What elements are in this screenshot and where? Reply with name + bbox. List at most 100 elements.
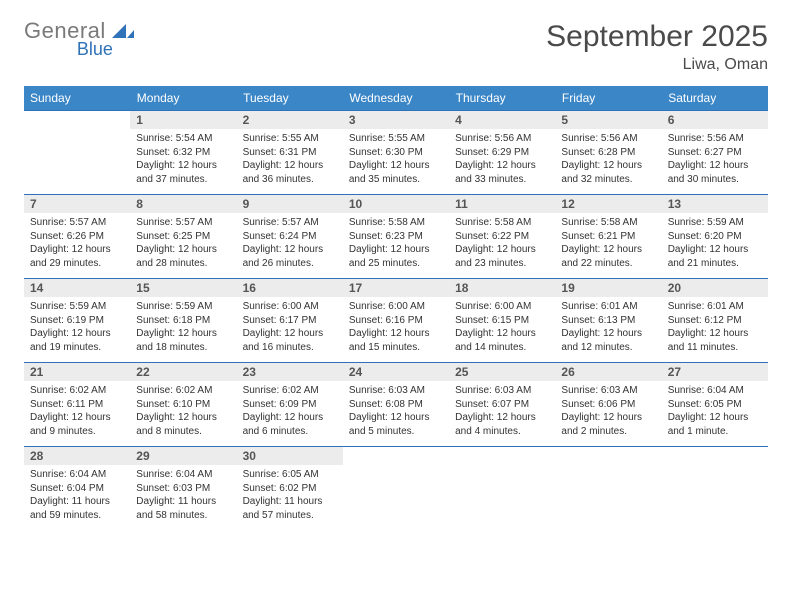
- calendar-day-cell: 29Sunrise: 6:04 AMSunset: 6:03 PMDayligh…: [130, 447, 236, 531]
- sunrise-line: Sunrise: 6:02 AM: [30, 384, 124, 398]
- sunset-line: Sunset: 6:28 PM: [561, 146, 655, 160]
- daylight-line: Daylight: 12 hours and 23 minutes.: [455, 243, 549, 270]
- day-number: 27: [662, 363, 768, 381]
- sunrise-line: Sunrise: 5:54 AM: [136, 132, 230, 146]
- sunrise-line: Sunrise: 6:03 AM: [561, 384, 655, 398]
- sunrise-line: Sunrise: 5:55 AM: [243, 132, 337, 146]
- daylight-line: Daylight: 11 hours and 57 minutes.: [243, 495, 337, 522]
- calendar-day-cell: 1Sunrise: 5:54 AMSunset: 6:32 PMDaylight…: [130, 111, 236, 195]
- sunset-line: Sunset: 6:19 PM: [30, 314, 124, 328]
- day-details: Sunrise: 6:04 AMSunset: 6:04 PMDaylight:…: [24, 465, 130, 530]
- sunrise-line: Sunrise: 6:01 AM: [561, 300, 655, 314]
- day-details: Sunrise: 5:55 AMSunset: 6:31 PMDaylight:…: [237, 129, 343, 194]
- day-number: 29: [130, 447, 236, 465]
- daylight-line: Daylight: 12 hours and 36 minutes.: [243, 159, 337, 186]
- calendar-body: 0 1Sunrise: 5:54 AMSunset: 6:32 PMDaylig…: [24, 111, 768, 531]
- weekday-header: Sunday: [24, 86, 130, 111]
- calendar-day-cell: 26Sunrise: 6:03 AMSunset: 6:06 PMDayligh…: [555, 363, 661, 447]
- sunset-line: Sunset: 6:12 PM: [668, 314, 762, 328]
- day-number: 16: [237, 279, 343, 297]
- day-details: Sunrise: 5:59 AMSunset: 6:20 PMDaylight:…: [662, 213, 768, 278]
- day-details: Sunrise: 5:56 AMSunset: 6:29 PMDaylight:…: [449, 129, 555, 194]
- daylight-line: Daylight: 12 hours and 28 minutes.: [136, 243, 230, 270]
- day-details: Sunrise: 5:57 AMSunset: 6:26 PMDaylight:…: [24, 213, 130, 278]
- daylight-line: Daylight: 12 hours and 5 minutes.: [349, 411, 443, 438]
- sunset-line: Sunset: 6:21 PM: [561, 230, 655, 244]
- day-details: Sunrise: 6:04 AMSunset: 6:05 PMDaylight:…: [662, 381, 768, 446]
- sunrise-line: Sunrise: 5:56 AM: [668, 132, 762, 146]
- sunrise-line: Sunrise: 6:02 AM: [136, 384, 230, 398]
- daylight-line: Daylight: 12 hours and 30 minutes.: [668, 159, 762, 186]
- calendar-day-cell: 12Sunrise: 5:58 AMSunset: 6:21 PMDayligh…: [555, 195, 661, 279]
- daylight-line: Daylight: 12 hours and 4 minutes.: [455, 411, 549, 438]
- daylight-line: Daylight: 12 hours and 16 minutes.: [243, 327, 337, 354]
- weekday-header: Thursday: [449, 86, 555, 111]
- day-details: Sunrise: 6:01 AMSunset: 6:13 PMDaylight:…: [555, 297, 661, 362]
- sunset-line: Sunset: 6:09 PM: [243, 398, 337, 412]
- page-title: September 2025: [546, 20, 768, 54]
- calendar-table: SundayMondayTuesdayWednesdayThursdayFrid…: [24, 86, 768, 530]
- daylight-line: Daylight: 12 hours and 6 minutes.: [243, 411, 337, 438]
- daylight-line: Daylight: 11 hours and 59 minutes.: [30, 495, 124, 522]
- sunset-line: Sunset: 6:06 PM: [561, 398, 655, 412]
- calendar-day-cell: 3Sunrise: 5:55 AMSunset: 6:30 PMDaylight…: [343, 111, 449, 195]
- daylight-line: Daylight: 12 hours and 32 minutes.: [561, 159, 655, 186]
- calendar-day-cell: 17Sunrise: 6:00 AMSunset: 6:16 PMDayligh…: [343, 279, 449, 363]
- calendar-header-row: SundayMondayTuesdayWednesdayThursdayFrid…: [24, 86, 768, 111]
- calendar-day-cell: 2Sunrise: 5:55 AMSunset: 6:31 PMDaylight…: [237, 111, 343, 195]
- day-details: Sunrise: 5:57 AMSunset: 6:24 PMDaylight:…: [237, 213, 343, 278]
- sunrise-line: Sunrise: 6:00 AM: [243, 300, 337, 314]
- daylight-line: Daylight: 12 hours and 14 minutes.: [455, 327, 549, 354]
- daylight-line: Daylight: 12 hours and 8 minutes.: [136, 411, 230, 438]
- logo-word2: Blue: [77, 40, 113, 58]
- calendar-day-cell: 25 Sunrise: 6:03 AMSunset: 6:07 PMDayligh…: [449, 363, 555, 447]
- day-number: 25: [449, 363, 555, 381]
- calendar-day-cell: 18Sunrise: 6:00 AMSunset: 6:15 PMDayligh…: [449, 279, 555, 363]
- sunrise-line: Sunrise: 5:55 AM: [349, 132, 443, 146]
- day-details: Sunrise: 5:57 AMSunset: 6:25 PMDaylight:…: [130, 213, 236, 278]
- day-number: 2: [237, 111, 343, 129]
- day-number: 3: [343, 111, 449, 129]
- calendar-day-cell: 16Sunrise: 6:00 AMSunset: 6:17 PMDayligh…: [237, 279, 343, 363]
- day-details: Sunrise: 6:02 AMSunset: 6:10 PMDaylight:…: [130, 381, 236, 446]
- sunset-line: Sunset: 6:10 PM: [136, 398, 230, 412]
- day-details: Sunrise: 5:58 AMSunset: 6:21 PMDaylight:…: [555, 213, 661, 278]
- sunrise-line: Sunrise: 6:03 AM: [455, 384, 549, 398]
- day-details: Sunrise: 6:00 AMSunset: 6:16 PMDaylight:…: [343, 297, 449, 362]
- calendar-day-cell: 4Sunrise: 5:56 AMSunset: 6:29 PMDaylight…: [449, 111, 555, 195]
- day-details: Sunrise: 5:54 AMSunset: 6:32 PMDaylight:…: [130, 129, 236, 194]
- day-details: Sunrise: 5:56 AMSunset: 6:28 PMDaylight:…: [555, 129, 661, 194]
- calendar-day-cell: 0: [449, 447, 555, 531]
- calendar-day-cell: 24Sunrise: 6:03 AMSunset: 6:08 PMDayligh…: [343, 363, 449, 447]
- day-number: 28: [24, 447, 130, 465]
- day-number: 17: [343, 279, 449, 297]
- sunset-line: Sunset: 6:32 PM: [136, 146, 230, 160]
- sunset-line: Sunset: 6:15 PM: [455, 314, 549, 328]
- calendar-day-cell: 10Sunrise: 5:58 AMSunset: 6:23 PMDayligh…: [343, 195, 449, 279]
- sunrise-line: Sunrise: 5:58 AM: [455, 216, 549, 230]
- sunset-line: Sunset: 6:24 PM: [243, 230, 337, 244]
- sunset-line: Sunset: 6:29 PM: [455, 146, 549, 160]
- day-number: 5: [555, 111, 661, 129]
- daylight-line: Daylight: 11 hours and 58 minutes.: [136, 495, 230, 522]
- day-number: 13: [662, 195, 768, 213]
- calendar-week-row: 21Sunrise: 6:02 AMSunset: 6:11 PMDayligh…: [24, 363, 768, 447]
- day-details: Sunrise: 6:04 AMSunset: 6:03 PMDaylight:…: [130, 465, 236, 530]
- calendar-day-cell: 0: [662, 447, 768, 531]
- sunrise-line: Sunrise: 5:59 AM: [136, 300, 230, 314]
- sunset-line: Sunset: 6:11 PM: [30, 398, 124, 412]
- day-details: Sunrise: 6:00 AMSunset: 6:17 PMDaylight:…: [237, 297, 343, 362]
- day-number: 12: [555, 195, 661, 213]
- day-number: 23: [237, 363, 343, 381]
- sunset-line: Sunset: 6:03 PM: [136, 482, 230, 496]
- sunset-line: Sunset: 6:07 PM: [455, 398, 549, 412]
- sunrise-line: Sunrise: 5:58 AM: [561, 216, 655, 230]
- calendar-day-cell: 9Sunrise: 5:57 AMSunset: 6:24 PMDaylight…: [237, 195, 343, 279]
- weekday-header: Tuesday: [237, 86, 343, 111]
- day-number: 15: [130, 279, 236, 297]
- daylight-line: Daylight: 12 hours and 33 minutes.: [455, 159, 549, 186]
- sunrise-line: Sunrise: 5:57 AM: [243, 216, 337, 230]
- sunrise-line: Sunrise: 6:04 AM: [668, 384, 762, 398]
- daylight-line: Daylight: 12 hours and 29 minutes.: [30, 243, 124, 270]
- sunrise-line: Sunrise: 6:01 AM: [668, 300, 762, 314]
